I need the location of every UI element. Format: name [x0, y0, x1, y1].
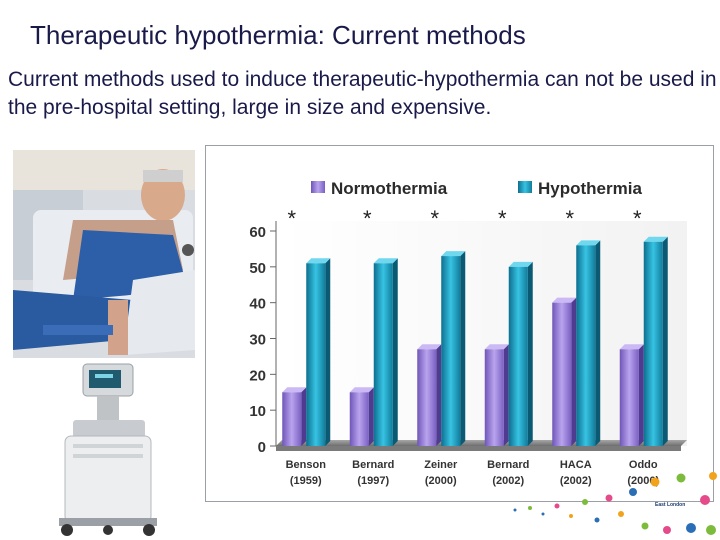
slide-title: Therapeutic hypothermia: Current methods: [30, 20, 526, 50]
x-category-label: Bernard: [352, 459, 394, 471]
bar-side-hypothermia: [460, 251, 466, 446]
bar-top-normothermia: [417, 344, 442, 350]
chart-frame: Normothermia Hypothermia 0 10 20 30 40 50 60 B…: [205, 145, 714, 502]
bar-normothermia: [417, 349, 437, 446]
legend-label-hypothermia: Hypothermia: [538, 179, 642, 198]
bar-top-hypothermia: [373, 258, 398, 264]
bar-top-hypothermia: [306, 258, 331, 264]
bar-top-hypothermia: [508, 261, 533, 267]
bar-hypothermia: [373, 263, 393, 446]
x-category-year: (2000): [425, 475, 457, 487]
legend-swatch-normothermia: [311, 181, 325, 193]
x-category-year: (1959): [290, 475, 322, 487]
y-axis: 0 10 20 30 40 50 60: [249, 221, 277, 456]
x-category-label: Benson: [286, 459, 327, 471]
bar-side-hypothermia: [527, 261, 533, 446]
significance-markers: * * * * * *: [287, 206, 642, 231]
bar-side-normothermia: [503, 344, 509, 446]
significance-star: *: [565, 206, 574, 231]
bar-normothermia: [619, 349, 639, 446]
y-tick-label: 20: [249, 367, 266, 384]
bar-side-normothermia: [368, 387, 374, 446]
x-category-label: Bernard: [487, 459, 529, 471]
significance-star: *: [363, 206, 372, 231]
bar-side-normothermia: [638, 344, 644, 446]
patient-cooling-photo: [13, 150, 195, 358]
y-tick-label: 50: [249, 260, 266, 277]
bar-side-hypothermia: [392, 258, 398, 446]
plot-backwall: [282, 221, 687, 446]
legend: Normothermia Hypothermia: [311, 179, 642, 198]
bar-top-hypothermia: [441, 251, 466, 257]
bar-top-normothermia: [484, 344, 509, 350]
bar-top-normothermia: [619, 344, 644, 350]
bar-side-normothermia: [436, 344, 442, 446]
x-category-label: HACA: [560, 459, 592, 471]
bar-chart: Normothermia Hypothermia 0 10 20 30 40 50 60 B…: [249, 179, 687, 487]
bar-hypothermia: [441, 256, 461, 446]
y-tick-label: 10: [249, 403, 266, 420]
cooling-device-photo: [45, 362, 165, 538]
bar-side-hypothermia: [662, 236, 668, 446]
x-category-year: (2002): [492, 475, 524, 487]
bar-side-hypothermia: [325, 258, 331, 446]
bar-hypothermia: [306, 263, 326, 446]
bar-top-normothermia: [282, 387, 307, 393]
y-tick-label: 0: [258, 439, 266, 456]
bar-top-normothermia: [349, 387, 374, 393]
bar-hypothermia: [508, 266, 528, 446]
bar-top-hypothermia: [643, 236, 668, 242]
plot-floor-edge: [276, 446, 681, 451]
significance-star: *: [498, 206, 507, 231]
bar-hypothermia: [643, 241, 663, 446]
bar-hypothermia: [576, 245, 596, 446]
bar-normothermia: [282, 392, 302, 446]
legend-swatch-hypothermia: [518, 181, 532, 193]
significance-star: *: [633, 206, 642, 231]
bar-top-hypothermia: [576, 240, 601, 246]
bar-side-normothermia: [301, 387, 307, 446]
x-category-label: Zeiner: [424, 459, 458, 471]
decorative-dots: [513, 472, 717, 535]
significance-star: *: [430, 206, 439, 231]
bar-normothermia: [484, 349, 504, 446]
legend-label-normothermia: Normothermia: [331, 179, 448, 198]
bar-normothermia: [349, 392, 369, 446]
x-category-year: (1997): [357, 475, 389, 487]
slide-body-text: Current methods used to induce therapeut…: [8, 68, 717, 119]
y-tick-label: 60: [249, 224, 266, 241]
significance-star: *: [287, 206, 296, 231]
x-category-label: Oddo: [629, 459, 658, 471]
bar-side-normothermia: [571, 297, 577, 446]
y-tick-label: 40: [249, 296, 266, 313]
bar-top-normothermia: [552, 297, 577, 303]
logo-text: East London: [655, 502, 686, 508]
bar-side-hypothermia: [595, 240, 601, 446]
bar-normothermia: [552, 302, 572, 446]
plot-area: [276, 221, 687, 451]
x-category-year: (2002): [560, 475, 592, 487]
y-tick-label: 30: [249, 332, 266, 349]
